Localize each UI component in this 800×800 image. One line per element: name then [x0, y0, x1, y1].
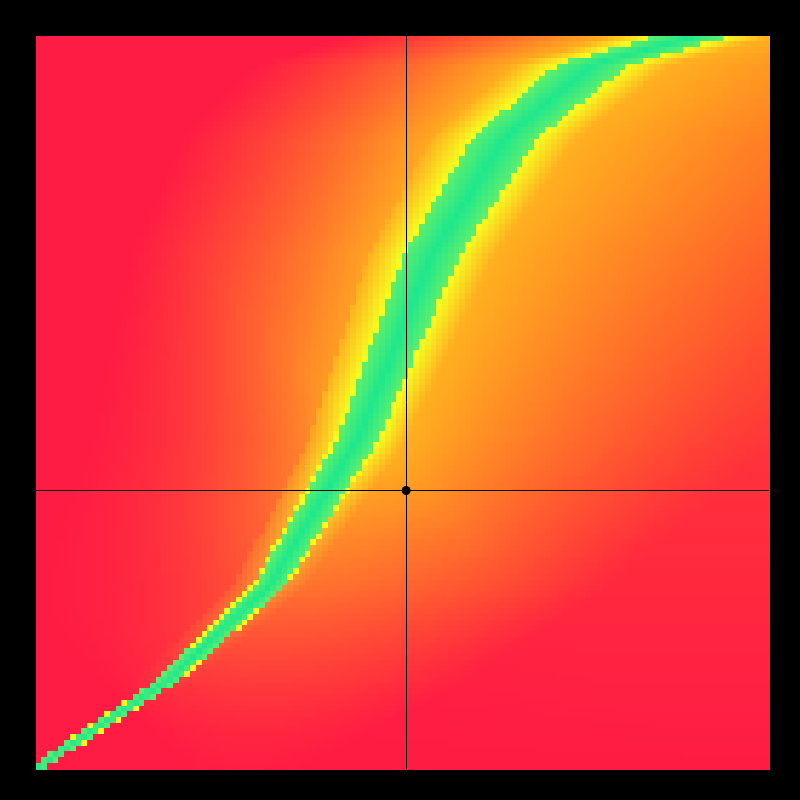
heatmap-plot — [0, 0, 800, 800]
